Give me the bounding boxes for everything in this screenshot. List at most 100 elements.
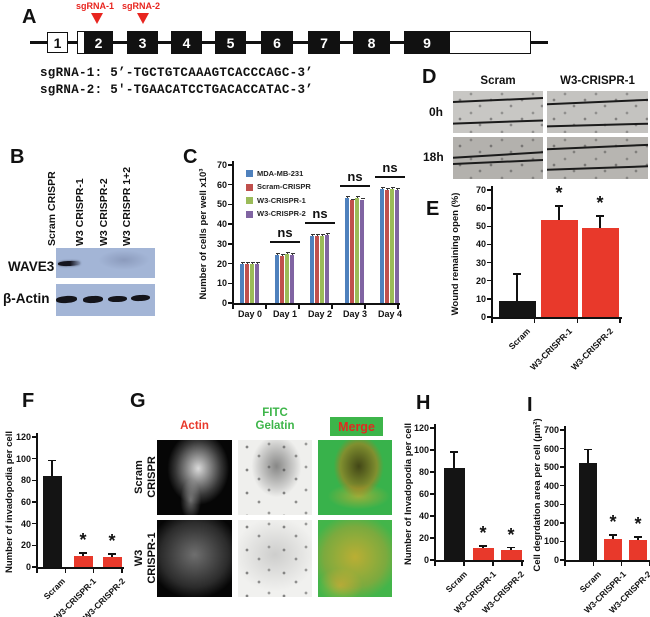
bar [345,197,350,303]
y-tick-label: 10 [216,278,227,289]
y-tick-mark [560,522,565,524]
ns-annotation-text: ns [312,205,328,221]
error-bar-cap [48,459,56,462]
bar [380,188,385,303]
ns-annotation-line [270,240,300,243]
error-bar-cap [79,552,87,554]
y-tick-label: 60 [216,179,227,190]
panel-label-f: F [22,390,35,412]
error-bar-cap [275,253,280,255]
significance-star: * [507,524,515,545]
bar [320,235,325,303]
x-category-label: W3-CRISPR-2 [479,569,527,616]
significance-star: * [555,183,563,204]
legend-label: W3-CRISPR-2 [257,209,306,218]
y-tick-mark [430,427,435,429]
wound-image-w3crispr1-18h [547,137,648,179]
error-bar [312,234,313,236]
exon-6-box: 6 [261,31,293,54]
merge-column-header: Merge [330,417,383,436]
bar [443,467,465,560]
x-tick-mark [620,562,623,566]
wound-row-header-18h: 18h [423,150,444,164]
exon-5-box: 5 [215,31,246,54]
y-tick-label: 200 [543,517,559,528]
significance-star: * [108,531,116,552]
degradation-spots [238,440,312,515]
sgrna1-sequence: sgRNA-1: 5’-TGCTGTCAAAGTCACCCAGC-3’ [40,66,314,80]
wound-edge-line [453,158,543,166]
y-axis-title: Number of cells per well x10³ [198,168,209,300]
x-category-label: Scram [577,569,604,595]
error-bar-cap [390,187,395,189]
wound-image-w3crispr1-0h [547,91,648,133]
bar [42,476,62,567]
error-bar-cap [513,273,521,275]
bar [540,219,578,317]
error-bar [387,188,388,190]
fitc-header-line1: FITC [262,407,288,419]
bar [325,234,330,303]
y-tick-mark [487,225,492,228]
x-category-label: W3-CRISPR-2 [606,569,650,616]
y-tick-mark [228,262,233,265]
merge-image-w3crispr1 [318,520,392,597]
beta-actin-blot-image [56,284,155,316]
bar [385,189,390,303]
x-category-label: W3-CRISPR-1 [527,326,575,373]
panel-label-e: E [426,198,440,220]
y-tick-label: 40 [20,518,31,529]
lane-label-w3-crispr-2: W3 CRISPR-2 [98,178,110,246]
panel-label-d: D [422,66,437,88]
y-axis-line [564,426,566,562]
legend-swatch [246,183,253,191]
panel-label-h: H [416,392,431,414]
y-tick-label: 500 [543,462,559,473]
y-tick-mark [228,243,233,245]
y-tick-mark [487,316,492,318]
bar [280,255,285,303]
wound-edge-line [547,165,648,172]
error-bar [599,215,601,229]
error-bar [257,261,258,264]
wound-image-scram-0h [453,91,543,133]
bar [500,550,522,560]
error-bar [322,234,323,236]
wound-col-header-w3crispr1: W3-CRISPR-1 [560,75,635,87]
error-bar-cap [385,188,390,190]
y-tick-mark [32,522,37,525]
y-tick-mark [32,544,37,547]
error-bar [277,253,278,255]
panel-label-c: C [183,146,198,168]
y-tick-label: 0 [221,298,227,308]
wound-edge-line [547,143,648,151]
y-tick-mark [487,261,492,264]
x-axis-line [491,317,622,320]
y-tick-label: 0 [480,312,486,322]
error-bar [637,536,639,540]
error-bar [382,187,383,189]
x-tick-mark [491,319,493,323]
error-bar [247,261,248,264]
y-tick-label: 60 [20,497,31,507]
error-bar-cap [350,198,355,200]
g-row-label-line: W3 [133,549,145,567]
bar [102,557,122,567]
y-tick-mark [228,183,233,186]
ns-annotation-text: ns [382,159,398,175]
bar [275,254,280,303]
x-category-label: W3-CRISPR-1 [451,569,499,616]
y-tick-label: 40 [216,219,227,230]
error-bar-cap [280,254,285,256]
actin-image-w3crispr1 [157,520,232,597]
y-tick-mark [560,447,565,450]
exon-9-box: 9 [404,31,450,54]
x-tick-mark [492,562,494,566]
error-bar [292,253,293,255]
y-tick-label: 300 [543,499,559,510]
y-tick-label: 20 [216,258,227,269]
bar [285,253,290,303]
x-tick-mark [265,305,267,309]
error-bar-cap [609,534,617,536]
error-bar [392,187,393,189]
